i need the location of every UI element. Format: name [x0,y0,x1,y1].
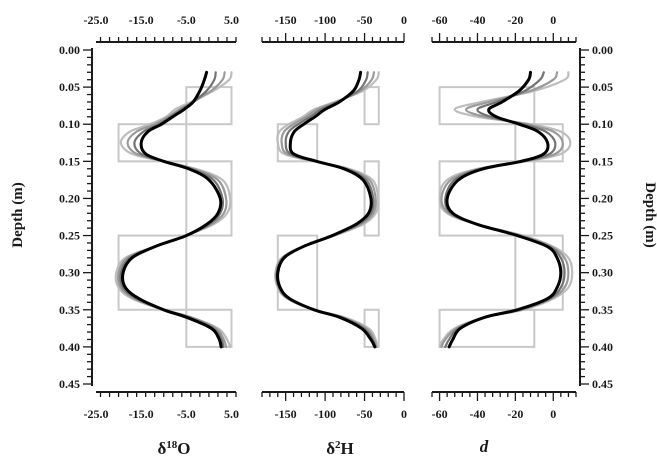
x-tick-label: -5.0 [177,13,196,27]
y-tick-label: 0.05 [592,80,613,94]
initial-profile-box [276,234,319,311]
y-tick-label: 0.20 [592,191,613,205]
x-title-part-delta2: δ [326,439,335,458]
initial-profile-box [514,234,564,311]
x-tick-label: -15.0 [129,407,154,421]
y-tick-label: 0.30 [59,266,80,280]
panel-d-excess: -60 -40 -20 0 -60 -40 -20 0 0.00 0.05 0.10 0.15 0.20… [431,13,613,421]
x-tick-label: -100 [314,13,336,27]
x-tick-label: 0 [401,407,407,421]
x-tick-label: -100 [314,407,336,421]
y-tick-label: 0.25 [592,229,613,243]
y-tick-label: 0.00 [592,43,613,57]
y-tick-label: 0.45 [592,377,613,391]
y-tick-label: 0.35 [59,303,80,317]
x-tick-label: 0 [550,13,556,27]
x-tick-label: -40 [469,13,485,27]
x-axis-title-delta-2H: δ2H [326,439,354,458]
initial-profile-box [438,308,536,348]
y-axis-title-right: Depth (m) [642,182,657,247]
initial-profile-box [185,160,233,237]
y-axis-title-left: Depth (m) [10,182,26,247]
profile-curve-4 [276,70,377,349]
x-tick-label: -150 [275,13,297,27]
x-tick-label: -60 [432,13,448,27]
x-tick-label: 0 [401,13,407,27]
y-tick-label: 0.25 [59,229,80,243]
profile-curve-2 [117,71,228,348]
x-tick-label: -20 [507,13,523,27]
x-title-part-18: 18 [166,439,178,451]
y-tick-label: 0.10 [59,117,80,131]
x-tick-label: -50 [357,407,373,421]
profile-curve-4 [445,70,563,349]
x-tick-label: -50 [357,13,373,27]
y-tick-label: 0.10 [592,117,613,131]
x-tick-label: -40 [469,407,485,421]
initial-profile-box [363,86,380,126]
initial-profile-box [438,160,536,237]
x-title-part-O: O [177,439,190,458]
y-tick-label: 0.05 [59,80,80,94]
x-tick-label: -5.0 [177,407,196,421]
x-axis-title-delta-18O: δ18O [157,439,190,458]
x-axis-title-d: d [480,437,489,456]
y-tick-label: 0.45 [59,377,80,391]
initial-profile-box [185,308,233,348]
y-tick-label: 0.40 [592,340,613,354]
profile-curve-1 [274,71,380,348]
y-tick-label: 0.00 [59,43,80,57]
x-tick-label: 0 [550,407,556,421]
x-tick-label: -15.0 [129,13,154,27]
x-title-part-delta: δ [157,439,166,458]
profile-curve-2 [274,71,378,348]
y-tick-label: 0.40 [59,340,80,354]
x-tick-label: 5.0 [224,13,239,27]
x-title-part-H: H [341,439,354,458]
profile-curve-1 [438,71,574,348]
panel-delta-2H: -150 -100 -50 0 -150 -100 -50 0 [261,13,407,421]
y-tick-label: 0.30 [592,266,613,280]
x-tick-label: -150 [275,407,297,421]
profile-curve-3 [275,71,377,348]
x-tick-label: 5.0 [224,407,239,421]
panel-delta-18O: -25.0 -15.0 -5.0 5.0 -25.0 -15.0 -5.0 5.0 0.00 0.… [59,13,239,421]
x-tick-label: -25.0 [84,407,109,421]
y-tick-label: 0.35 [592,303,613,317]
x-tick-label: -20 [507,407,523,421]
x-title-part-2: 2 [335,439,341,451]
y-tick-label: 0.15 [592,154,613,168]
y-tick-label: 0.15 [59,154,80,168]
x-tick-label: -60 [432,407,448,421]
profile-curve-4 [121,70,223,349]
y-tick-label: 0.20 [59,191,80,205]
x-tick-label: -25.0 [84,13,109,27]
initial-profile-box [438,86,536,126]
